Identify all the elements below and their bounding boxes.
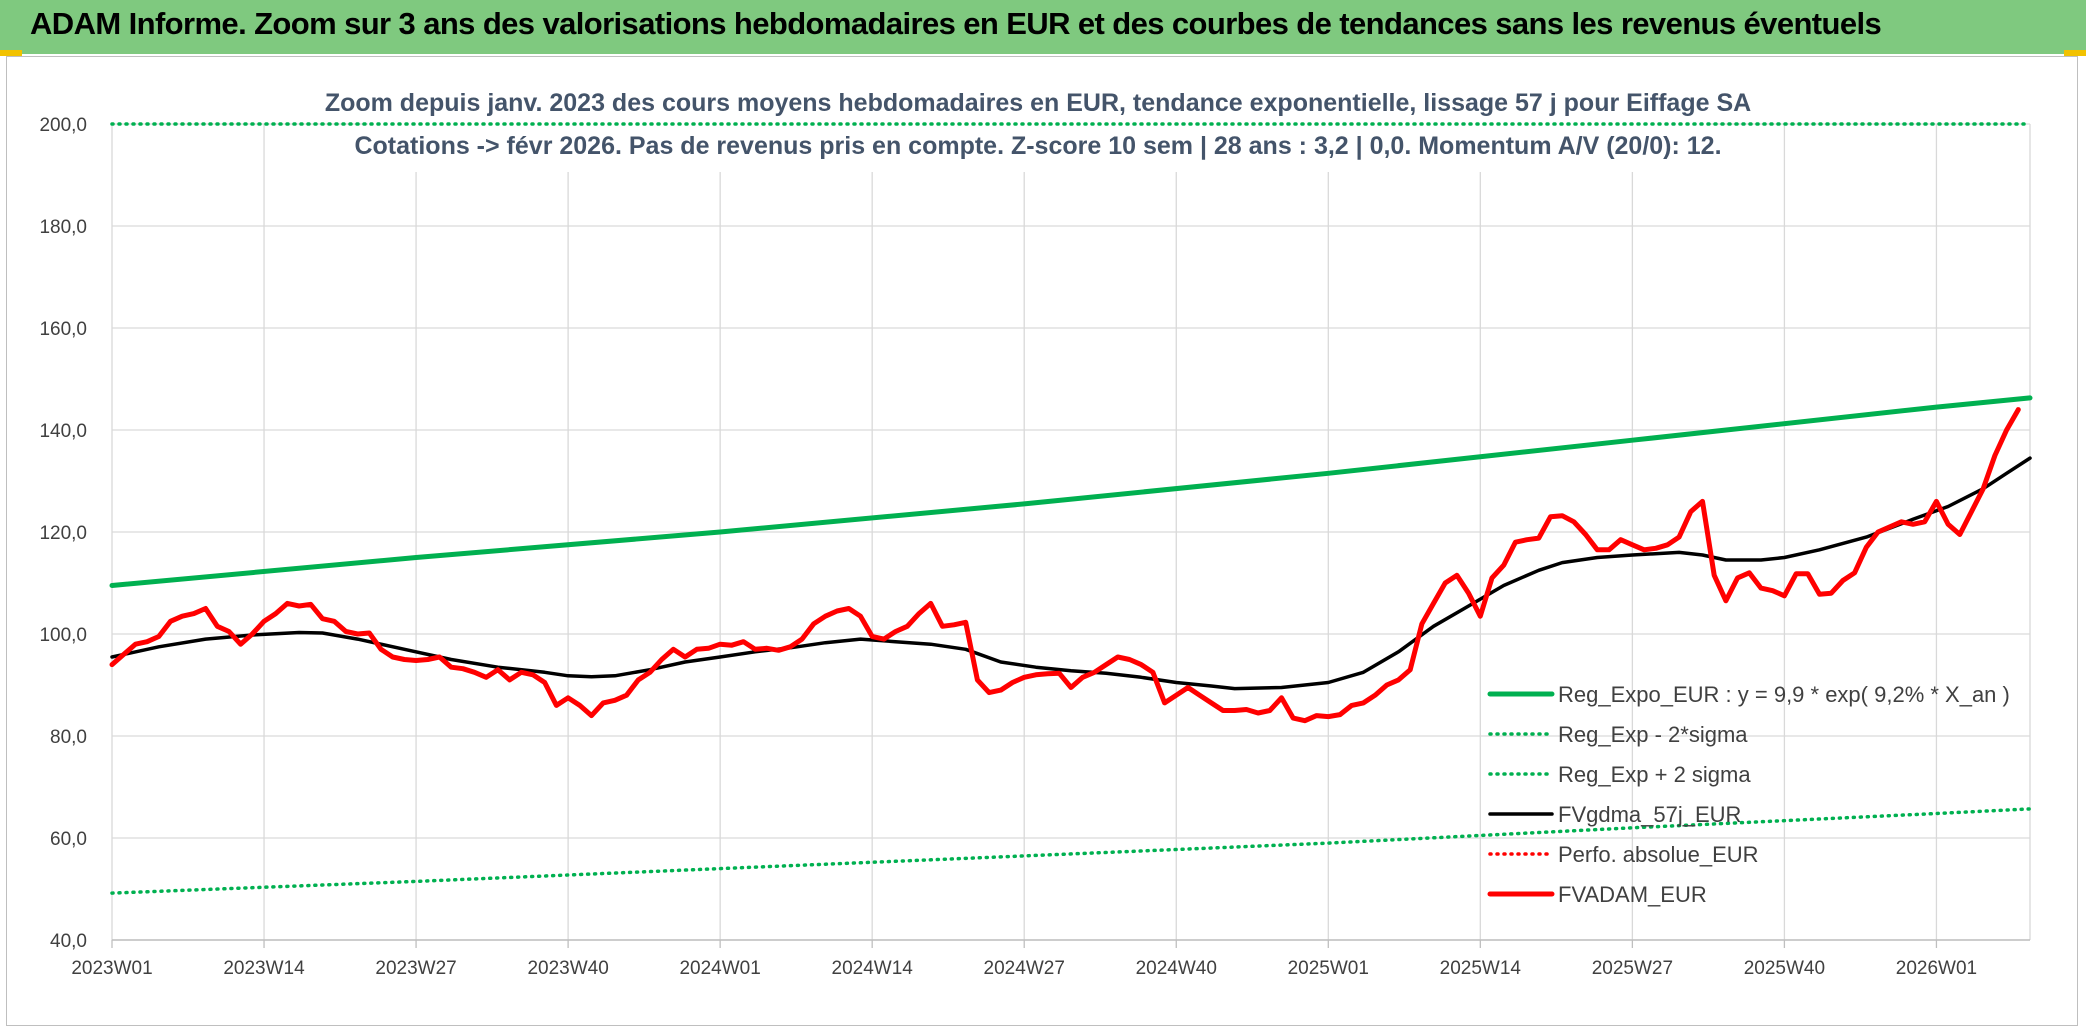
x-axis-ticks: 2023W01 2023W14 2023W27 2023W40 2024W01 2024W… [71, 958, 1977, 979]
x-tick-label: 2024W01 [679, 958, 760, 979]
x-tick-label: 2023W27 [375, 958, 456, 979]
chart-subtitle-line-2: Cotations -> févr 2026. Pas de revenus p… [354, 132, 1721, 160]
legend-label: Perfo. absolue_EUR [1558, 842, 1759, 867]
y-tick-label: 200,0 [39, 115, 87, 136]
series-line-3 [110, 456, 2032, 691]
x-tick-label: 2024W40 [1136, 958, 1217, 979]
y-tick-label: 40,0 [50, 931, 87, 952]
x-tick-label: 2025W40 [1744, 958, 1825, 979]
chart-frame [6, 56, 2078, 1026]
legend-label: FVgdma_57j_EUR [1558, 802, 1741, 827]
y-tick-label: 160,0 [39, 319, 87, 340]
y-tick-label: 180,0 [39, 217, 87, 238]
legend-label: Reg_Exp - 2*sigma [1558, 722, 1748, 747]
legend: Reg_Expo_EUR : y = 9,9 * exp( 9,2% * X_a… [1487, 682, 2010, 907]
x-tick-label: 2025W14 [1440, 958, 1522, 979]
y-axis-ticks: 40,0 60,0 80,0 100,0 120,0 140,0 160,0 180,0 200… [39, 115, 87, 952]
x-tick-label: 2025W01 [1288, 958, 1369, 979]
x-tick-label: 2024W14 [832, 958, 914, 979]
title-accent-right [2064, 50, 2086, 56]
x-tick-label: 2024W27 [984, 958, 1065, 979]
y-tick-label: 120,0 [39, 523, 87, 544]
chart-subtitle-line-1: Zoom depuis janv. 2023 des cours moyens … [325, 89, 1751, 117]
x-tick-label: 2026W01 [1896, 958, 1977, 979]
y-tick-label: 60,0 [50, 829, 87, 850]
legend-label: Reg_Expo_EUR : y = 9,9 * exp( 9,2% * X_a… [1558, 682, 2010, 707]
y-tick-label: 140,0 [39, 421, 87, 442]
series-line-5 [109, 407, 2021, 724]
y-tick-label: 80,0 [50, 727, 87, 748]
legend-label: Reg_Exp + 2 sigma [1558, 762, 1751, 787]
x-tick-label: 2023W01 [71, 958, 152, 979]
series-line-1 [110, 807, 2032, 895]
title-bar: ADAM Informe. Zoom sur 3 ans des valoris… [0, 0, 2086, 56]
subtitle-background [368, 80, 1708, 172]
x-tick-label: 2025W27 [1592, 958, 1673, 979]
page-title: ADAM Informe. Zoom sur 3 ans des valoris… [30, 6, 1882, 41]
series-line-0 [109, 395, 2033, 588]
x-tick-label: 2023W14 [223, 958, 305, 979]
x-tick-label: 2023W40 [527, 958, 608, 979]
legend-label: FVADAM_EUR [1558, 882, 1707, 907]
series-layer [109, 122, 2033, 895]
title-accent-left [0, 50, 22, 56]
y-tick-label: 100,0 [39, 625, 87, 646]
